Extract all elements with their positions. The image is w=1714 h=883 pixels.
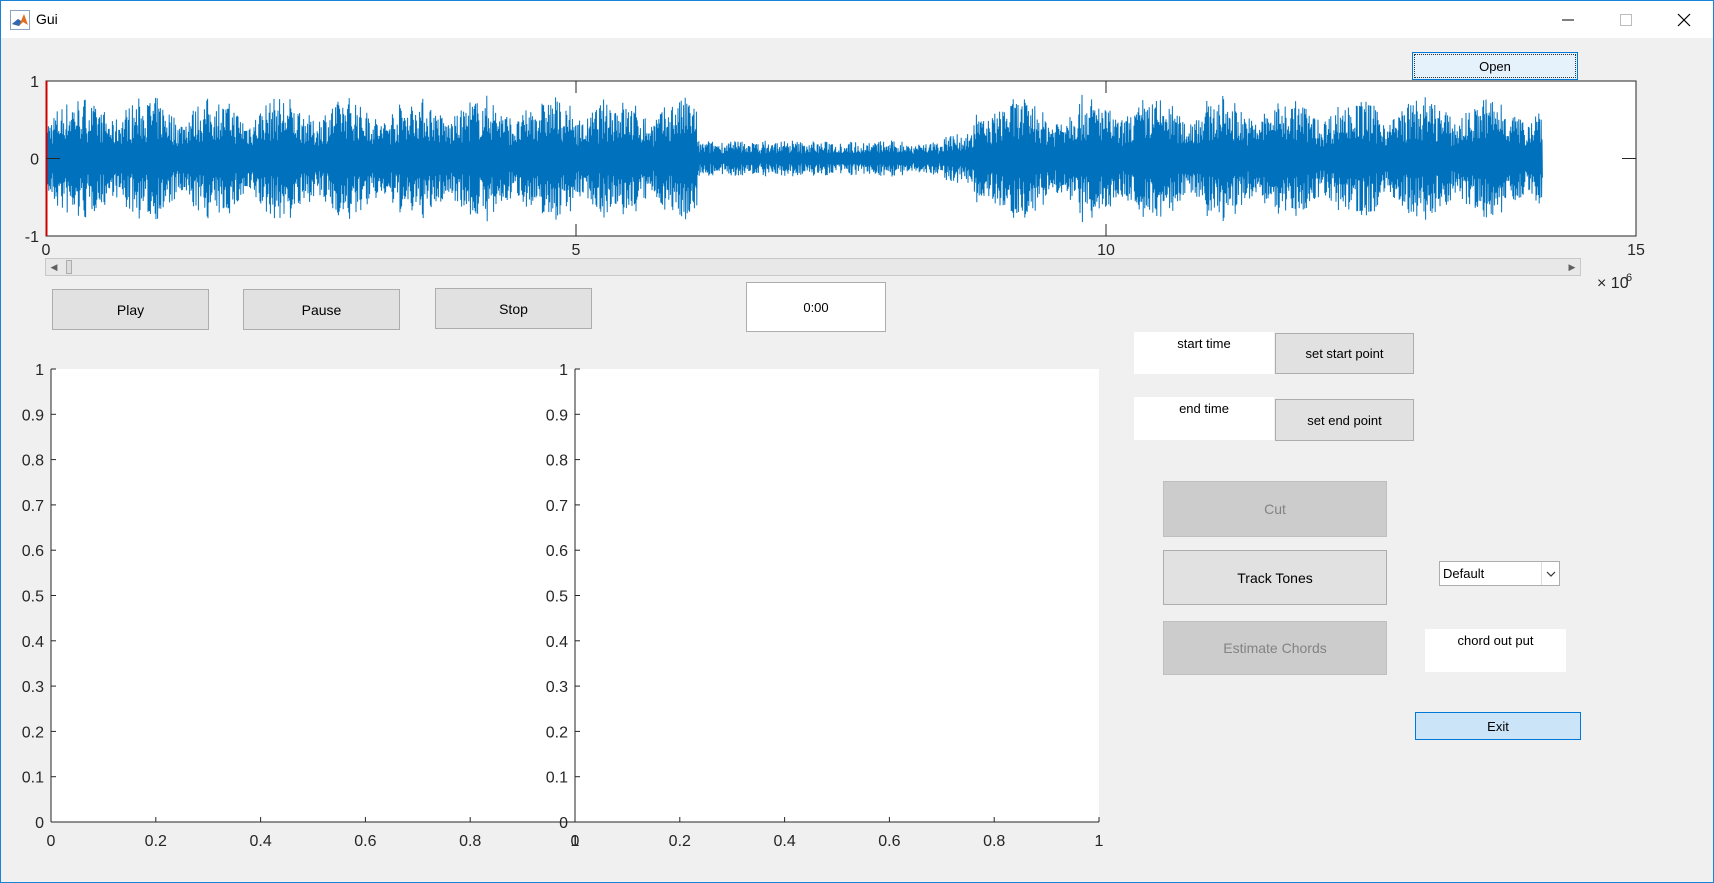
chevron-down-icon[interactable] bbox=[1541, 562, 1559, 585]
stop-button[interactable]: Stop bbox=[435, 288, 592, 329]
y-tick-label: 0.3 bbox=[546, 679, 568, 696]
matlab-icon bbox=[10, 10, 30, 30]
waveform-xticks: 0 5 10 15 bbox=[42, 81, 1645, 259]
chevron-left-icon[interactable]: ◀ bbox=[50, 261, 58, 272]
y-tick-label: -1 bbox=[25, 229, 39, 246]
set-start-point-button[interactable]: set start point bbox=[1275, 333, 1414, 374]
y-tick-label: 0.8 bbox=[22, 453, 44, 470]
x-exponent-base: × 10 bbox=[1597, 275, 1629, 292]
x-tick-label: 0 bbox=[47, 833, 56, 850]
close-icon[interactable] bbox=[1655, 1, 1713, 38]
x-tick-label: 0.4 bbox=[773, 833, 795, 850]
y-tick-label: 0.2 bbox=[546, 724, 568, 741]
x-exponent: 6 bbox=[1626, 272, 1632, 284]
window-title: Gui bbox=[36, 11, 58, 27]
y-tick-label: 0.9 bbox=[546, 407, 568, 424]
y-tick-label: 0.4 bbox=[546, 634, 568, 651]
y-tick-label: 0.1 bbox=[22, 770, 44, 787]
y-tick-label: 1 bbox=[30, 74, 39, 91]
end-time-field: end time bbox=[1134, 397, 1274, 440]
y-tick-label: 0.5 bbox=[546, 589, 568, 606]
y-tick-label: 0.2 bbox=[22, 724, 44, 741]
maximize-icon[interactable] bbox=[1597, 1, 1655, 38]
empty-axes-left: 0 0.2 0.4 0.6 0.8 100.10.20.30.40.50.60.70.80… bbox=[22, 362, 580, 850]
cut-button[interactable]: Cut bbox=[1163, 481, 1387, 537]
x-tick-label: 0.8 bbox=[459, 833, 481, 850]
estimate-chords-button[interactable]: Estimate Chords bbox=[1163, 621, 1387, 675]
x-tick-label: 1 bbox=[1095, 833, 1104, 850]
x-tick-label: 0.6 bbox=[878, 833, 900, 850]
x-tick-label: 0.6 bbox=[354, 833, 376, 850]
y-tick-label: 0.6 bbox=[22, 543, 44, 560]
x-tick-label: 0.2 bbox=[669, 833, 691, 850]
dropdown-value: Default bbox=[1443, 566, 1485, 581]
x-tick-label: 0.2 bbox=[145, 833, 167, 850]
y-tick-label: 0.1 bbox=[546, 770, 568, 787]
x-tick-label: 1 bbox=[571, 833, 580, 850]
y-tick-label: 0.4 bbox=[22, 634, 44, 651]
empty-axes-right: 0 0.2 0.4 0.6 0.8 100.10.20.30.40.50.60.70.80… bbox=[546, 362, 1104, 850]
chord-output-field: chord out put bbox=[1425, 629, 1566, 672]
waveform-line bbox=[45, 94, 1543, 223]
x-tick-label: 0.4 bbox=[249, 833, 271, 850]
pause-button[interactable]: Pause bbox=[243, 289, 400, 330]
x-tick-label: 5 bbox=[572, 242, 581, 259]
y-tick-label: 0 bbox=[559, 815, 568, 832]
open-button[interactable]: Open bbox=[1412, 52, 1578, 80]
slider-thumb[interactable] bbox=[66, 260, 72, 274]
waveform-axes: 0 5 10 15 10-1 × 10 6 bbox=[25, 74, 1645, 292]
y-tick-label: 0.3 bbox=[22, 679, 44, 696]
title-bar: Gui bbox=[1, 1, 1713, 38]
x-tick-label: 0 bbox=[42, 242, 51, 259]
y-tick-label: 0 bbox=[30, 152, 39, 169]
x-tick-label: 0 bbox=[571, 833, 580, 850]
y-tick-label: 0.7 bbox=[546, 498, 568, 515]
set-end-point-button[interactable]: set end point bbox=[1275, 399, 1414, 441]
x-tick-label: 0.8 bbox=[983, 833, 1005, 850]
y-tick-label: 0.7 bbox=[22, 498, 44, 515]
y-tick-label: 1 bbox=[559, 362, 568, 379]
waveform-yticks: 1 0 -1 bbox=[25, 74, 1636, 246]
play-button[interactable]: Play bbox=[52, 289, 209, 330]
y-tick-label: 0.5 bbox=[22, 589, 44, 606]
y-tick-label: 0.6 bbox=[546, 543, 568, 560]
x-tick-label: 10 bbox=[1097, 242, 1115, 259]
y-tick-label: 0.8 bbox=[546, 453, 568, 470]
start-time-field: start time bbox=[1134, 332, 1274, 374]
left-plot-area bbox=[51, 369, 575, 822]
right-plot-area bbox=[575, 369, 1099, 822]
y-tick-label: 0.9 bbox=[22, 407, 44, 424]
time-display: 0:00 bbox=[746, 282, 886, 332]
minimize-icon[interactable] bbox=[1539, 1, 1597, 38]
exit-button[interactable]: Exit bbox=[1415, 712, 1581, 740]
track-tones-button[interactable]: Track Tones bbox=[1163, 550, 1387, 605]
mode-dropdown[interactable]: Default bbox=[1439, 561, 1560, 586]
x-tick-label: 15 bbox=[1627, 242, 1645, 259]
y-tick-label: 0 bbox=[35, 815, 44, 832]
chevron-right-icon[interactable]: ▶ bbox=[1568, 261, 1576, 272]
y-tick-label: 1 bbox=[35, 362, 44, 379]
position-slider[interactable]: ◀ ▶ bbox=[45, 258, 1581, 276]
